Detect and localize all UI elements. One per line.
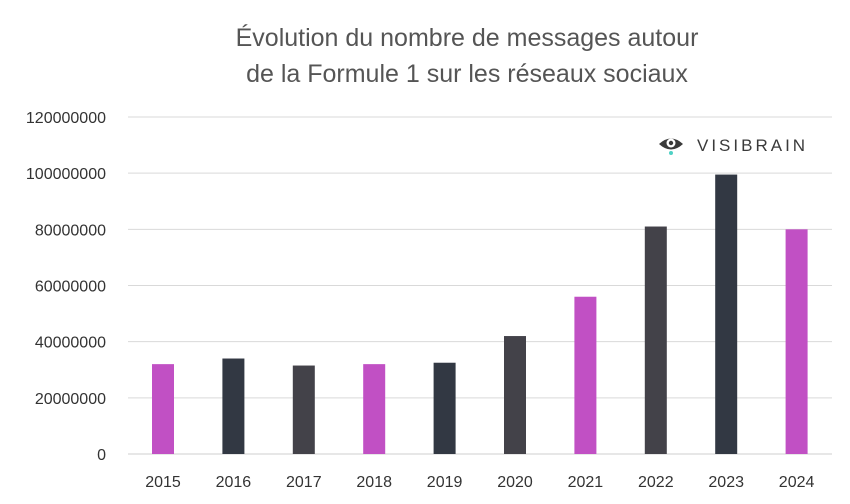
bar-2019	[433, 362, 456, 454]
y-tick-label: 0	[97, 447, 106, 464]
x-tick-label: 2023	[708, 474, 744, 491]
watermark-text: VISIBRAIN	[697, 136, 808, 155]
x-tick-label: 2019	[427, 474, 463, 491]
bar-2020	[504, 336, 526, 454]
visibrain-watermark: VISIBRAIN	[659, 136, 808, 155]
x-tick-label: 2021	[568, 474, 604, 491]
y-tick-label: 20000000	[35, 391, 106, 408]
y-tick-label: 60000000	[35, 279, 106, 296]
bar-2021	[574, 296, 597, 454]
chart-title-line-2: de la Formule 1 sur les réseaux sociaux	[246, 60, 688, 88]
x-axis-ticks: 2015 2016 2017 2018 2019 2020 2021 2022 2023 2024	[145, 474, 814, 491]
bars	[152, 174, 808, 454]
bar-2016	[222, 358, 245, 454]
eye-icon	[659, 138, 683, 155]
x-tick-label: 2017	[286, 474, 322, 491]
bar-2017	[292, 365, 315, 454]
y-tick-label: 100000000	[26, 166, 106, 183]
bar-2018	[363, 364, 386, 454]
x-tick-label: 2016	[216, 474, 252, 491]
bar-2022	[644, 226, 667, 454]
chart-title-line-1: Évolution du nombre de messages autour	[236, 23, 699, 52]
y-tick-label: 80000000	[35, 222, 106, 239]
x-tick-label: 2024	[779, 474, 815, 491]
y-tick-label: 40000000	[35, 335, 106, 352]
x-tick-label: 2022	[638, 474, 674, 491]
bar-2024	[785, 229, 808, 454]
x-tick-label: 2020	[497, 474, 533, 491]
gridlines	[128, 116, 832, 455]
x-tick-label: 2018	[356, 474, 392, 491]
y-tick-label: 120000000	[26, 110, 106, 127]
x-tick-label: 2015	[145, 474, 181, 491]
bar-2015	[152, 364, 174, 454]
bar-2023	[715, 174, 738, 454]
y-axis-ticks: 0 20000000 40000000 60000000 80000000 1000000…	[26, 110, 106, 464]
